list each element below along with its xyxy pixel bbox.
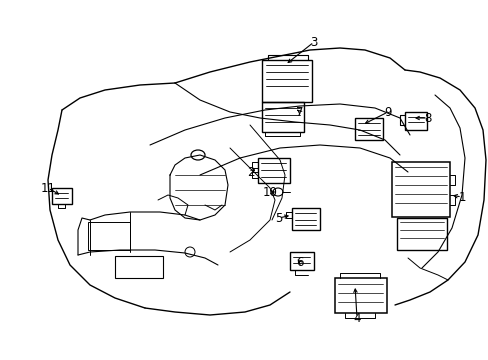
Text: 9: 9 xyxy=(384,105,391,118)
Bar xyxy=(262,102,304,132)
Bar xyxy=(396,218,446,250)
Bar xyxy=(289,252,313,270)
Bar xyxy=(258,158,289,183)
Bar xyxy=(52,188,72,204)
Bar xyxy=(115,256,163,278)
Text: 2: 2 xyxy=(247,166,254,179)
Text: 5: 5 xyxy=(275,212,282,225)
Text: 3: 3 xyxy=(310,36,317,49)
Text: 1: 1 xyxy=(457,190,465,203)
Bar xyxy=(391,162,449,217)
Bar xyxy=(354,118,382,140)
Bar xyxy=(404,112,426,130)
Bar xyxy=(334,278,386,313)
Text: 4: 4 xyxy=(352,311,360,324)
Bar xyxy=(291,208,319,230)
Text: 7: 7 xyxy=(296,105,303,118)
Text: 6: 6 xyxy=(296,256,303,269)
Text: 10: 10 xyxy=(262,185,277,198)
Bar xyxy=(262,60,311,102)
Bar xyxy=(88,222,130,250)
Text: 8: 8 xyxy=(424,112,431,125)
Text: 11: 11 xyxy=(41,181,55,194)
